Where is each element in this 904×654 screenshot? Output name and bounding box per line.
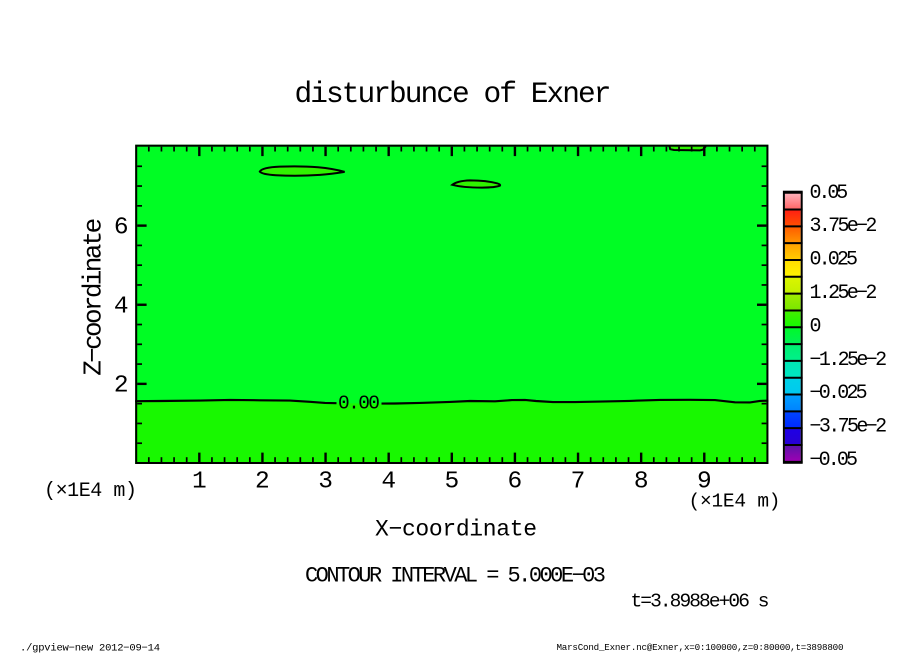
svg-text:0.00: 0.00 xyxy=(338,393,380,415)
svg-text:X−coordinate: X−coordinate xyxy=(375,517,537,543)
svg-text:9: 9 xyxy=(697,469,712,496)
svg-text:3.75e−2: 3.75e−2 xyxy=(810,215,878,238)
svg-text:4: 4 xyxy=(114,294,129,321)
svg-text:5: 5 xyxy=(444,469,459,496)
svg-text:6: 6 xyxy=(114,214,129,241)
svg-text:0: 0 xyxy=(810,315,822,338)
svg-text:6: 6 xyxy=(508,469,523,496)
svg-text:8: 8 xyxy=(634,469,649,496)
svg-text:−0.025: −0.025 xyxy=(810,382,868,405)
svg-text:1.25e−2: 1.25e−2 xyxy=(810,282,878,305)
svg-text:0.05: 0.05 xyxy=(810,182,849,205)
svg-text:0.025: 0.025 xyxy=(810,249,859,272)
svg-text:MarsCond_Exner.nc@Exner,x=0:10: MarsCond_Exner.nc@Exner,x=0:100000,z=0:8… xyxy=(557,642,844,653)
svg-text:−1.25e−2: −1.25e−2 xyxy=(810,349,888,372)
svg-text:(×1E4 m): (×1E4 m) xyxy=(44,480,137,503)
svg-text:4: 4 xyxy=(381,469,396,496)
svg-text:7: 7 xyxy=(571,469,586,496)
svg-text:CONTOUR INTERVAL = 5.000E−03: CONTOUR INTERVAL = 5.000E−03 xyxy=(305,564,606,589)
svg-text:−3.75e−2: −3.75e−2 xyxy=(810,416,888,439)
svg-text:2: 2 xyxy=(255,469,270,496)
svg-text:1: 1 xyxy=(192,469,207,496)
svg-text:−0.05: −0.05 xyxy=(810,449,859,472)
svg-text:disturbunce of Exner: disturbunce of Exner xyxy=(295,77,612,111)
svg-text:t=3.8988e+06 s: t=3.8988e+06 s xyxy=(631,591,770,613)
svg-text:Z−coordinate: Z−coordinate xyxy=(79,218,109,376)
svg-text:./gpview−new 2012−09−14: ./gpview−new 2012−09−14 xyxy=(20,643,160,654)
svg-text:3: 3 xyxy=(318,469,333,496)
svg-text:2: 2 xyxy=(114,373,129,400)
svg-text:(×1E4 m): (×1E4 m) xyxy=(689,491,781,513)
